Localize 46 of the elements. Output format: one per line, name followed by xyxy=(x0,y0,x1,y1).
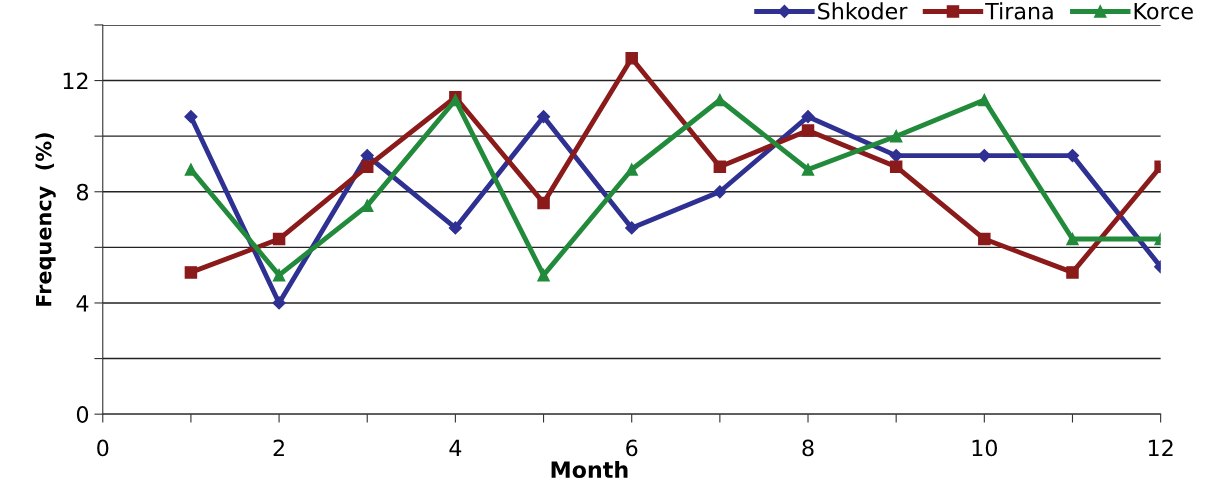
legend-label: Tirana xyxy=(985,2,1053,20)
point xyxy=(360,160,374,173)
point xyxy=(537,196,550,210)
legend-label: Korce xyxy=(1134,3,1193,20)
point xyxy=(889,149,903,163)
x-tick-label: 0 xyxy=(97,439,109,457)
y-tick-label: 0 xyxy=(76,406,89,423)
y-tick-label: 8 xyxy=(76,183,89,201)
point xyxy=(272,268,286,282)
x-tick-label: 2 xyxy=(273,439,284,457)
point xyxy=(801,110,815,124)
x-tick-label: 6 xyxy=(626,439,638,457)
point xyxy=(272,232,286,246)
y-axis-title: Frequency (%) xyxy=(35,133,56,306)
point xyxy=(1065,149,1080,163)
x-axis-title: Month xyxy=(551,460,628,479)
point xyxy=(537,268,550,282)
point xyxy=(978,232,991,246)
point xyxy=(536,110,551,124)
point xyxy=(184,110,198,124)
point xyxy=(713,160,727,173)
point xyxy=(272,296,286,310)
point xyxy=(360,149,374,163)
point xyxy=(448,221,462,235)
point xyxy=(625,163,638,176)
y-tick-label: 12 xyxy=(63,72,88,89)
x-tick-label: 4 xyxy=(449,439,462,457)
point xyxy=(1066,232,1079,246)
y-tick-label: 4 xyxy=(76,295,89,312)
point xyxy=(184,163,198,176)
legend-label: Shkoder xyxy=(818,2,908,20)
point xyxy=(801,124,815,137)
point xyxy=(625,52,638,65)
point xyxy=(625,221,639,235)
point xyxy=(184,266,198,279)
point xyxy=(889,160,903,173)
point xyxy=(713,93,727,107)
x-tick-label: 8 xyxy=(802,439,814,457)
x-tick-label: 12 xyxy=(1148,439,1173,457)
point xyxy=(889,129,903,143)
point xyxy=(1066,266,1079,279)
point xyxy=(801,163,815,176)
point xyxy=(978,93,991,107)
point xyxy=(713,185,727,199)
x-tick-label: 10 xyxy=(972,439,997,457)
point xyxy=(977,149,991,163)
